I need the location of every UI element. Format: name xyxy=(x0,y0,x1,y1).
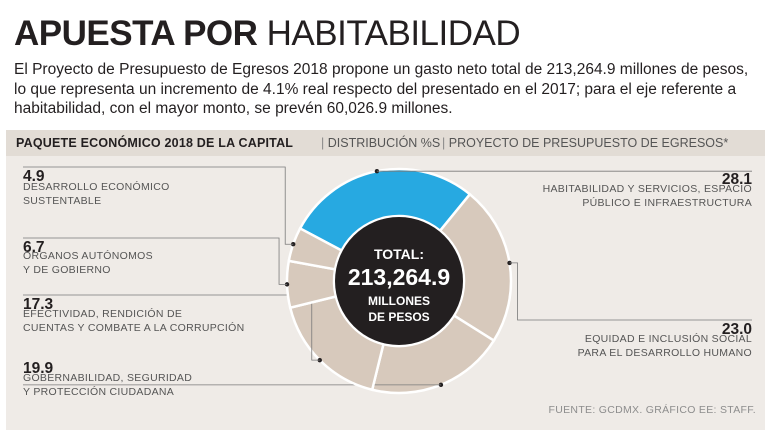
center-total-label: TOTAL: xyxy=(374,246,424,262)
center-total-amount: 213,264.9 xyxy=(348,264,450,290)
pie-slice xyxy=(438,192,513,343)
pie-slice xyxy=(287,226,344,271)
subtitle-distribution-text: DISTRIBUCIÓN %S xyxy=(327,136,441,150)
leader-line xyxy=(509,262,752,321)
page-title: APUESTA POR HABITABILIDAD xyxy=(14,14,521,54)
data-label-value: 19.9 xyxy=(23,360,54,377)
center-disk xyxy=(335,217,463,345)
data-label-value: 23.0 xyxy=(722,321,752,338)
data-label-category: EQUIDAD E INCLUSIÓN SOCIAL xyxy=(585,332,752,345)
data-label-value: 28.1 xyxy=(722,171,753,188)
center-total-unit-1: MILLONES xyxy=(368,294,430,308)
leader-line xyxy=(23,294,320,361)
data-label-category: Y DE GOBIERNO xyxy=(23,264,111,276)
intro-paragraph: El Proyecto de Presupuesto de Egresos 20… xyxy=(14,61,749,117)
data-label-value: 4.9 xyxy=(23,168,45,185)
data-label-category: PARA EL DESARROLLO HUMANO xyxy=(578,347,752,359)
data-label-category: DESARROLLO ECONÓMICO xyxy=(23,180,170,193)
subtitle-project: | PROYECTO DE PRESUPUESTO DE EGRESOS* xyxy=(442,130,728,156)
subtitle-project-text: PROYECTO DE PRESUPUESTO DE EGRESOS* xyxy=(448,136,729,150)
data-label-category: EFECTIVIDAD, RENDICIÓN DE xyxy=(23,307,182,320)
chart-subtitle-bar: PAQUETE ECONÓMICO 2018 DE LA CAPITAL | D… xyxy=(6,130,765,156)
subtitle-separator: | xyxy=(442,136,446,150)
data-label-category: Y PROTECCIÓN CIUDADANA xyxy=(23,385,174,398)
title-light: HABITABILIDAD xyxy=(266,14,521,53)
data-label-category: HABITABILIDAD Y SERVICIOS, ESPACIO xyxy=(543,183,752,195)
data-label-value: 6.7 xyxy=(23,239,45,256)
data-label-value: 17.3 xyxy=(23,296,54,313)
subtitle-main: PAQUETE ECONÓMICO 2018 DE LA CAPITAL xyxy=(16,136,294,150)
leader-line xyxy=(23,166,294,245)
title-bold: APUESTA POR xyxy=(14,14,258,53)
data-label-category: SUSTENTABLE xyxy=(23,195,101,207)
subtitle-distribution: | DISTRIBUCIÓN %S xyxy=(321,130,440,156)
pie-slice xyxy=(298,167,472,253)
data-label-category: CUENTAS Y COMBATE A LA CORRUPCIÓN xyxy=(23,321,245,334)
data-label-category: ÓRGANOS AUTÓNOMOS xyxy=(23,249,153,262)
leader-line xyxy=(23,237,288,285)
subtitle-separator: | xyxy=(321,136,325,150)
data-label-category: GOBERNABILIDAD, SEGURIDAD xyxy=(23,372,192,384)
data-label-category: PÚBLICO E INFRAESTRUCTURA xyxy=(582,196,752,209)
center-total-unit-2: DE PESOS xyxy=(368,310,429,324)
source-credit: FUENTE: GCDMX. GRÁFICO EE: STAFF. xyxy=(548,404,756,416)
